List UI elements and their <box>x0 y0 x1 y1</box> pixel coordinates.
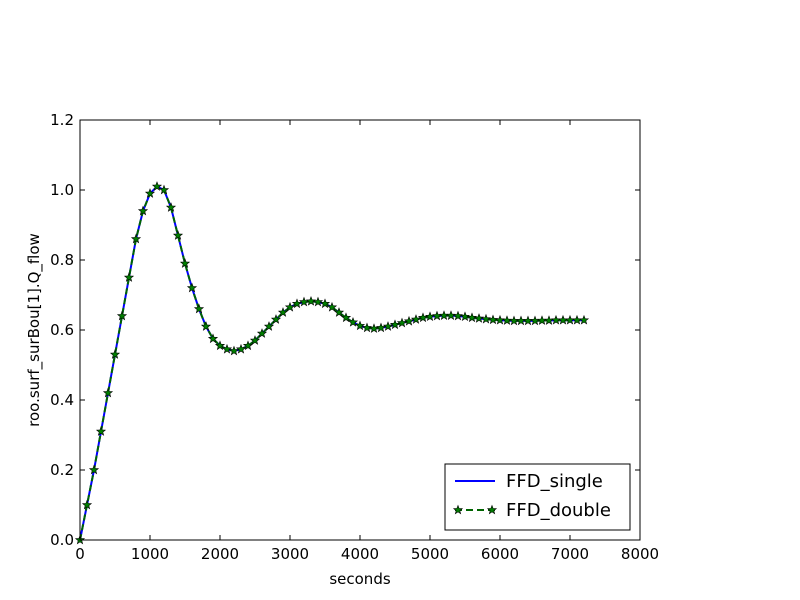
axes: 0 1000 2000 3000 4000 5000 6000 7000 8000 0.0 0.2 0… <box>50 111 659 563</box>
y-tick-label: 0.6 <box>50 321 74 339</box>
data-point-ffd-double <box>571 314 583 325</box>
data-point-ffd-double <box>466 312 478 323</box>
data-point-ffd-double <box>284 301 296 312</box>
data-point-ffd-double <box>305 295 317 306</box>
legend-marker-star <box>486 504 498 515</box>
legend-marker-star <box>452 504 464 515</box>
data-point-ffd-double <box>158 184 170 195</box>
data-point-ffd-double <box>459 311 471 322</box>
x-axis-label: seconds <box>329 570 390 588</box>
data-point-ffd-double <box>165 202 177 212</box>
data-point-ffd-double <box>550 314 562 325</box>
data-point-ffd-double <box>501 315 513 325</box>
legend: FFD_single FFD_double <box>444 463 631 531</box>
y-tick-label: 0.8 <box>50 251 74 269</box>
data-point-ffd-double <box>235 343 247 354</box>
data-point-ffd-double <box>403 315 415 326</box>
data-point-ffd-double <box>151 181 163 191</box>
data-point-ffd-double <box>438 310 450 320</box>
y-tick-label: 1.0 <box>50 181 74 199</box>
x-tick-label: 6000 <box>481 545 519 563</box>
data-point-ffd-double <box>347 316 359 327</box>
data-point-ffd-double <box>354 320 366 331</box>
data-point-ffd-double <box>221 343 233 354</box>
plot-area <box>74 181 590 545</box>
data-point-ffd-double <box>543 315 555 325</box>
data-point-ffd-double <box>95 426 107 436</box>
data-point-ffd-double <box>536 315 548 325</box>
data-point-ffd-double <box>193 303 205 314</box>
data-point-ffd-double <box>445 310 457 320</box>
data-point-ffd-double <box>228 345 240 356</box>
data-point-ffd-double <box>452 310 464 321</box>
data-point-ffd-double <box>207 333 219 344</box>
x-tick-label: 7000 <box>551 545 589 563</box>
data-point-ffd-double <box>179 258 191 268</box>
data-point-ffd-double <box>396 317 408 328</box>
data-point-ffd-double <box>88 464 100 475</box>
data-point-ffd-double <box>529 315 541 326</box>
data-point-ffd-double <box>102 387 114 398</box>
data-point-ffd-double <box>277 307 289 317</box>
data-point-ffd-double <box>298 296 310 307</box>
data-point-ffd-double <box>256 328 268 338</box>
data-point-ffd-double <box>564 314 576 325</box>
y-tick-label: 0.2 <box>50 461 74 479</box>
data-point-ffd-double <box>186 282 198 293</box>
data-point-ffd-double <box>473 313 485 323</box>
data-point-ffd-double <box>522 315 534 326</box>
data-point-ffd-double <box>494 314 506 325</box>
data-point-ffd-double <box>242 340 254 351</box>
data-point-ffd-double <box>557 314 569 325</box>
data-point-ffd-double <box>270 314 282 324</box>
data-point-ffd-double <box>116 310 128 321</box>
data-point-ffd-double <box>326 301 338 312</box>
data-point-ffd-double <box>81 499 93 510</box>
data-point-ffd-double <box>123 272 135 282</box>
x-tick-label: 2000 <box>201 545 239 563</box>
data-point-ffd-double <box>109 349 121 359</box>
data-point-ffd-double <box>200 321 212 331</box>
data-point-ffd-double <box>431 310 443 321</box>
data-point-ffd-double <box>263 321 275 331</box>
data-point-ffd-double <box>480 313 492 324</box>
data-point-ffd-double <box>172 230 184 240</box>
data-point-ffd-double <box>214 340 226 351</box>
data-point-ffd-double <box>410 314 422 324</box>
data-point-ffd-double <box>130 233 142 244</box>
data-point-ffd-double <box>333 307 345 317</box>
data-point-ffd-double <box>249 335 261 345</box>
data-point-ffd-double <box>361 322 373 333</box>
data-point-ffd-double <box>312 296 324 307</box>
data-point-ffd-double <box>487 314 499 325</box>
data-point-ffd-double <box>319 298 331 309</box>
data-point-ffd-double <box>424 311 436 322</box>
y-tick-label: 0.0 <box>50 531 74 549</box>
x-tick-label: 3000 <box>271 545 309 563</box>
data-point-ffd-double <box>291 298 303 309</box>
data-point-ffd-double <box>515 315 527 326</box>
legend-label-ffd-single: FFD_single <box>506 471 603 492</box>
data-point-ffd-double <box>417 312 429 323</box>
data-point-ffd-double <box>578 314 590 325</box>
legend-label-ffd-double: FFD_double <box>506 500 611 521</box>
y-axis-label: roo.surf_surBou[1].Q_flow <box>25 233 44 427</box>
data-point-ffd-double <box>508 315 520 326</box>
data-point-ffd-double <box>389 319 401 330</box>
data-point-ffd-double <box>368 323 380 333</box>
x-tick-label: 0 <box>75 545 85 563</box>
y-tick-label: 0.4 <box>50 391 74 409</box>
data-point-ffd-double <box>382 321 394 331</box>
x-tick-label: 4000 <box>341 545 379 563</box>
x-tick-label: 5000 <box>411 545 449 563</box>
x-tick-label: 8000 <box>621 545 659 563</box>
data-point-ffd-double <box>340 312 352 323</box>
legend-box <box>444 463 631 531</box>
data-point-ffd-double <box>144 188 156 198</box>
y-tick-label: 1.2 <box>50 111 74 129</box>
data-point-ffd-double <box>375 322 387 333</box>
data-point-ffd-double <box>137 205 149 216</box>
x-tick-label: 1000 <box>131 545 169 563</box>
